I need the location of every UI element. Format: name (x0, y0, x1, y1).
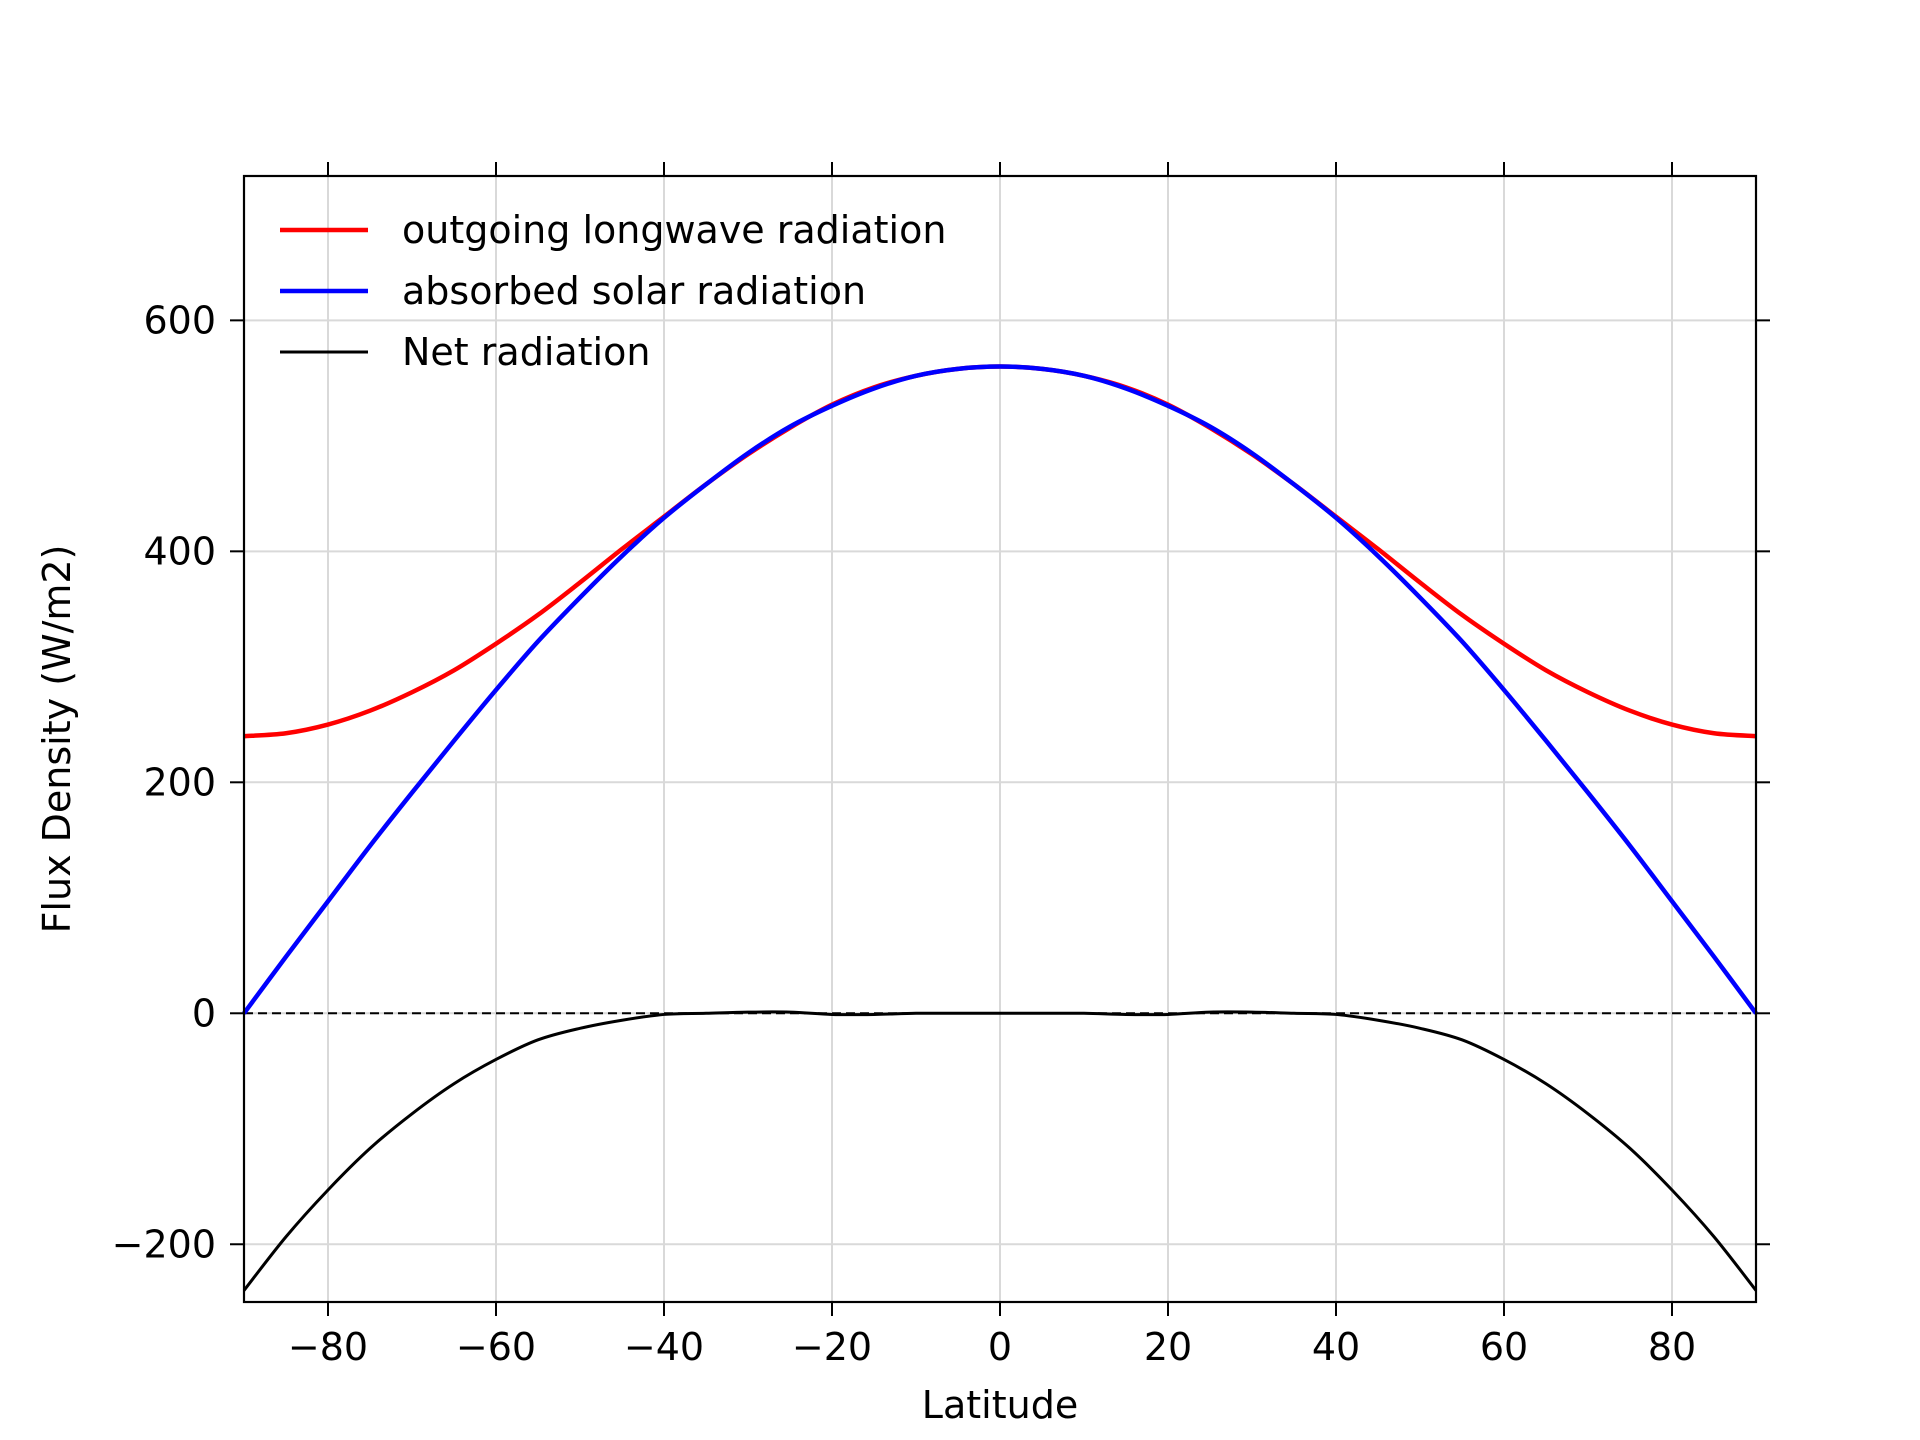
net-radiation-line (242, 1010, 1758, 1292)
legend-label: outgoing longwave radiation (402, 208, 946, 252)
x-tick-label: −40 (624, 1325, 704, 1369)
y-tick-labels: −200 0 200 400 600 (112, 298, 216, 1266)
x-tick-label: 40 (1312, 1325, 1360, 1369)
absorbed-solar-line (242, 364, 1758, 1015)
y-axis-title: Flux Density (W/m2) (35, 545, 79, 934)
y-tick-label: 400 (143, 529, 216, 573)
y-tick-label: 0 (192, 991, 216, 1035)
y-tick-label: 200 (143, 760, 216, 804)
legend-label: Net radiation (402, 330, 650, 374)
series-lines (242, 364, 1758, 1292)
legend: outgoing longwave radiation absorbed sola… (280, 208, 946, 374)
y-tick-label: −200 (112, 1222, 216, 1266)
x-tick-label: −60 (456, 1325, 536, 1369)
axis-ticks (230, 162, 1770, 1316)
x-tick-label: −20 (792, 1325, 872, 1369)
x-tick-label: 0 (988, 1325, 1012, 1369)
x-tick-label: −80 (288, 1325, 368, 1369)
x-axis-title: Latitude (922, 1383, 1078, 1427)
x-tick-label: 80 (1648, 1325, 1696, 1369)
x-tick-label: 20 (1144, 1325, 1192, 1369)
x-tick-labels: −80 −60 −40 −20 0 20 40 60 80 (288, 1325, 1696, 1369)
y-tick-label: 600 (143, 298, 216, 342)
x-tick-label: 60 (1480, 1325, 1528, 1369)
legend-label: absorbed solar radiation (402, 269, 866, 313)
